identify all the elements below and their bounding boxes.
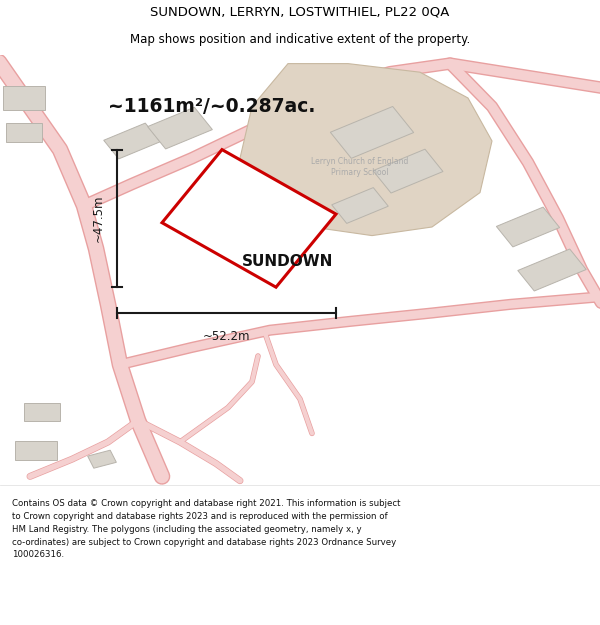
Text: ~52.2m: ~52.2m — [203, 330, 250, 343]
Text: SUNDOWN: SUNDOWN — [242, 254, 334, 269]
Bar — [331, 106, 413, 158]
Text: ~47.5m: ~47.5m — [92, 194, 105, 242]
Bar — [518, 249, 586, 291]
Bar — [6, 122, 42, 142]
Bar — [332, 188, 388, 223]
Text: SUNDOWN, LERRYN, LOSTWITHIEL, PL22 0QA: SUNDOWN, LERRYN, LOSTWITHIEL, PL22 0QA — [151, 6, 449, 19]
Text: Lerryn Church of England
Primary School: Lerryn Church of England Primary School — [311, 157, 409, 177]
Bar — [3, 86, 45, 110]
Bar — [24, 403, 60, 421]
Polygon shape — [240, 64, 492, 236]
Text: Contains OS data © Crown copyright and database right 2021. This information is : Contains OS data © Crown copyright and d… — [12, 499, 401, 559]
Bar — [373, 149, 443, 193]
Bar — [496, 207, 560, 247]
Text: ~1161m²/~0.287ac.: ~1161m²/~0.287ac. — [108, 97, 316, 116]
Polygon shape — [162, 149, 336, 288]
Bar — [15, 441, 57, 460]
Bar — [148, 107, 212, 149]
Bar — [104, 123, 160, 159]
Bar — [88, 450, 116, 468]
Text: Map shows position and indicative extent of the property.: Map shows position and indicative extent… — [130, 33, 470, 46]
